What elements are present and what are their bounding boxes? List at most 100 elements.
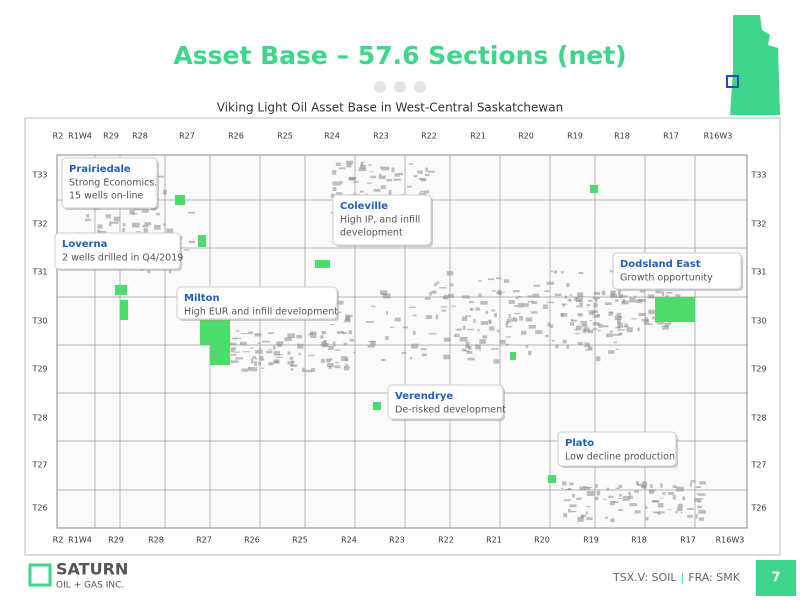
well-texture (296, 334, 303, 339)
well-texture (455, 328, 462, 331)
well-texture (276, 343, 281, 347)
well-texture (382, 293, 391, 299)
well-texture (269, 348, 272, 350)
ticker-part: TSX.V: SOIL (612, 571, 677, 584)
well-texture (254, 358, 259, 360)
well-texture (234, 351, 240, 353)
well-texture (411, 343, 419, 349)
well-texture (608, 495, 614, 499)
well-texture (143, 228, 148, 233)
range-label: R26 (228, 132, 244, 141)
well-texture (326, 358, 333, 361)
well-texture (275, 356, 283, 358)
well-texture (578, 313, 582, 316)
well-texture (611, 292, 615, 298)
well-texture (147, 269, 151, 274)
well-texture (380, 166, 383, 169)
well-texture (337, 300, 344, 305)
well-texture (624, 323, 628, 328)
well-texture (254, 333, 262, 337)
well-texture (267, 332, 274, 335)
well-texture (336, 192, 343, 197)
well-texture (241, 368, 249, 372)
well-texture (441, 309, 446, 312)
well-texture (273, 345, 276, 350)
range-label: R29 (108, 536, 124, 545)
well-texture (604, 516, 608, 519)
well-texture (335, 162, 341, 166)
well-texture (615, 299, 619, 302)
well-texture (510, 318, 518, 322)
well-texture (515, 296, 519, 300)
well-texture (467, 357, 475, 361)
well-texture (144, 222, 152, 226)
well-texture (609, 500, 616, 506)
well-texture (588, 311, 595, 315)
well-texture (261, 367, 265, 369)
range-label: R18 (614, 132, 630, 141)
ticker-part: FRA: SMK (688, 571, 741, 584)
well-texture (424, 190, 430, 194)
well-texture (695, 486, 702, 488)
well-texture (491, 309, 496, 312)
dot (394, 81, 406, 93)
well-texture (378, 175, 386, 180)
well-texture (480, 321, 488, 325)
well-texture (662, 325, 669, 330)
well-texture (543, 304, 548, 309)
well-texture (298, 352, 301, 356)
well-texture (694, 497, 703, 500)
callout-text: Growth opportunity (620, 273, 713, 284)
range-label: R21 (470, 132, 486, 141)
well-texture (390, 326, 394, 329)
well-texture (336, 331, 341, 334)
well-texture (592, 328, 598, 331)
well-texture (604, 302, 612, 305)
well-texture (410, 356, 413, 360)
well-texture (110, 221, 119, 224)
range-label: R29 (103, 132, 119, 141)
well-texture (647, 294, 655, 299)
land-parcel (175, 195, 185, 205)
well-texture (287, 361, 292, 365)
well-texture (188, 211, 196, 214)
well-texture (446, 271, 454, 276)
well-texture (343, 365, 350, 371)
callout-name: Coleville (340, 201, 388, 212)
callout-name: Plato (565, 438, 594, 449)
well-texture (618, 332, 623, 335)
well-texture (639, 290, 645, 293)
well-texture (109, 221, 112, 227)
well-texture (553, 270, 558, 274)
well-texture (568, 298, 572, 302)
range-label: R17 (680, 536, 696, 545)
well-texture (343, 342, 348, 346)
well-texture (412, 330, 416, 335)
well-texture (409, 163, 413, 165)
well-texture (321, 331, 327, 335)
well-texture (667, 509, 672, 511)
well-texture (503, 279, 510, 283)
well-texture (570, 322, 575, 326)
well-texture (584, 342, 590, 348)
range-label: R1W4 (68, 132, 92, 141)
well-texture (576, 497, 582, 501)
well-texture (551, 339, 555, 342)
well-texture (122, 223, 126, 227)
well-texture (579, 486, 583, 490)
well-texture (358, 167, 365, 172)
well-texture (593, 291, 601, 295)
land-parcel (590, 185, 598, 193)
callout-box (557, 431, 677, 467)
well-texture (439, 286, 447, 289)
well-texture (330, 193, 336, 199)
well-texture (513, 305, 519, 307)
well-texture (631, 318, 637, 320)
range-label: R25 (292, 536, 308, 545)
well-texture (465, 341, 470, 347)
township-label: T30 (31, 317, 47, 326)
well-texture (305, 369, 313, 373)
well-texture (517, 302, 523, 308)
range-label: R24 (324, 132, 340, 141)
well-texture (571, 493, 575, 498)
